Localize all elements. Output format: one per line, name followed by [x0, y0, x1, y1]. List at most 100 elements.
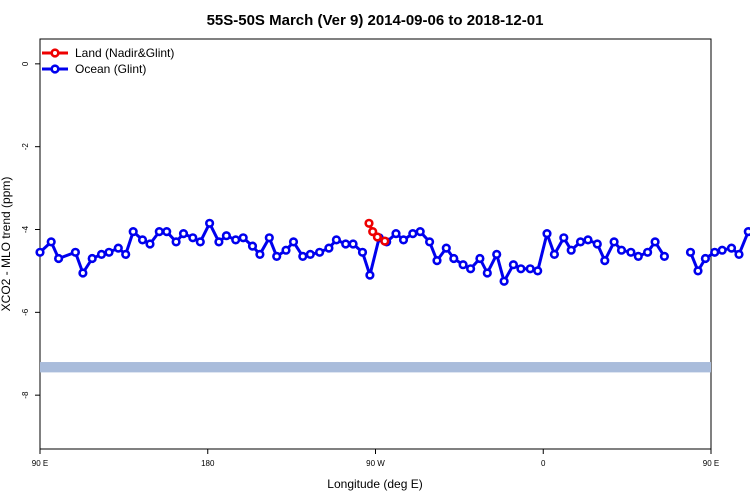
- data-point: [154, 227, 164, 237]
- data-point: [583, 235, 593, 245]
- y-tick-label: -4: [21, 225, 30, 233]
- data-point: [348, 239, 358, 249]
- x-tick-label: 0: [541, 459, 546, 468]
- data-point: [178, 229, 189, 239]
- data-point: [96, 249, 107, 259]
- data-point: [365, 270, 375, 280]
- data-point: [46, 237, 56, 247]
- data-point: [87, 253, 97, 264]
- data-point: [357, 247, 368, 257]
- data-point: [171, 237, 181, 247]
- data-point: [162, 227, 172, 237]
- data-point: [642, 247, 653, 257]
- data-point: [734, 249, 744, 259]
- data-point: [743, 227, 750, 237]
- map-band: [40, 362, 711, 373]
- x-tick-label: 90 E: [32, 459, 48, 468]
- data-point: [231, 235, 241, 245]
- data-point: [298, 251, 308, 261]
- x-axis-label: Longitude (deg E): [327, 477, 422, 491]
- data-point: [391, 229, 401, 239]
- y-tick-label: -6: [21, 308, 30, 316]
- data-point: [408, 229, 418, 239]
- data-point: [380, 236, 390, 246]
- data-point: [35, 247, 45, 257]
- data-point: [272, 251, 282, 261]
- data-point: [221, 231, 231, 241]
- data-point: [121, 249, 131, 259]
- data-point: [626, 247, 636, 257]
- band-layer: [40, 362, 711, 373]
- data-point: [104, 247, 114, 257]
- data-point: [398, 235, 409, 245]
- data-point: [78, 268, 88, 278]
- data-point: [238, 233, 248, 243]
- y-axis: 0 -2 -4 -6 -8: [21, 61, 40, 399]
- data-point: [137, 235, 148, 245]
- data-point: [425, 237, 435, 247]
- data-point: [508, 260, 519, 270]
- data-point: [700, 253, 711, 264]
- data-point: [372, 232, 383, 242]
- data-point: [499, 276, 509, 286]
- data-point: [693, 266, 703, 276]
- data-point: [542, 229, 552, 239]
- data-point: [324, 243, 334, 253]
- chart-title: 55S-50S March (Ver 9) 2014-09-06 to 2018…: [207, 12, 544, 29]
- data-point: [575, 237, 586, 247]
- data-point: [549, 249, 560, 259]
- x-tick-label: 90 W: [366, 459, 385, 468]
- x-axis: 90 E 180 90 W 0 90 E: [32, 449, 719, 468]
- data-point: [70, 247, 80, 257]
- y-tick-label: 0: [21, 61, 30, 66]
- data-point: [533, 266, 543, 276]
- data-point: [331, 235, 342, 245]
- data-point: [214, 237, 224, 247]
- data-point: [247, 241, 258, 251]
- legend: Land (Nadir&Glint) Ocean (Glint): [42, 46, 174, 76]
- data-point: [255, 249, 265, 259]
- data-point: [516, 264, 526, 274]
- data-point: [128, 227, 138, 237]
- data-point: [710, 247, 720, 257]
- series-land-nadir-glint: [364, 218, 390, 246]
- data-point: [195, 237, 205, 247]
- data-point: [441, 243, 451, 253]
- data-point: [288, 237, 299, 247]
- data-point: [492, 249, 502, 259]
- data-point: [364, 218, 374, 228]
- data-point: [113, 243, 123, 253]
- y-tick-label: -8: [21, 391, 30, 399]
- data-point: [341, 239, 351, 249]
- series-ocean-glint: [35, 218, 750, 286]
- y-axis-label: XCO2 - MLO trend (ppm): [0, 177, 13, 312]
- data-point: [592, 239, 602, 249]
- data-point: [264, 233, 274, 243]
- data-point: [566, 245, 576, 255]
- data-point: [726, 243, 737, 253]
- x-tick-label: 90 E: [703, 459, 719, 468]
- data-point: [616, 245, 627, 255]
- data-point: [650, 237, 660, 247]
- data-point: [559, 233, 569, 243]
- data-point: [449, 253, 459, 264]
- data-point: [717, 245, 727, 255]
- data-point: [525, 264, 535, 274]
- legend-label: Land (Nadir&Glint): [75, 46, 174, 60]
- data-point: [281, 245, 291, 255]
- data-point: [315, 247, 325, 257]
- data-point: [305, 249, 315, 259]
- data-point: [205, 218, 215, 228]
- x-tick-label: 180: [201, 459, 215, 468]
- y-tick-label: -2: [21, 143, 30, 151]
- data-point: [685, 247, 696, 257]
- data-point: [659, 251, 670, 261]
- data-point: [633, 251, 643, 261]
- data-point: [600, 256, 610, 266]
- data-point: [145, 239, 155, 249]
- data-point: [188, 233, 198, 243]
- legend-item: Ocean (Glint): [42, 62, 146, 76]
- legend-marker: [50, 64, 60, 74]
- data-point: [458, 260, 468, 270]
